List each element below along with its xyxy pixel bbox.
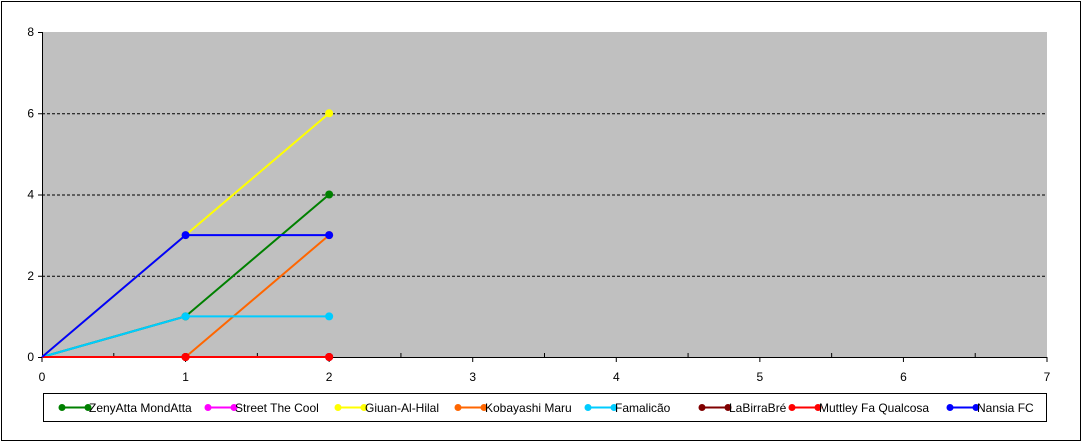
legend-marker (972, 404, 980, 411)
data-point (325, 353, 334, 361)
legend-item: Street The Cool (204, 401, 319, 415)
legend-marker (610, 404, 618, 411)
legend-item: ZenyAtta MondAtta (58, 401, 192, 415)
legend-item: Muttley Fa Qualcosa (788, 401, 929, 415)
data-point (325, 312, 334, 321)
x-tick-label: 7 (1044, 370, 1051, 384)
data-point (325, 231, 334, 240)
series-nansia-fc (41, 231, 334, 358)
legend-marker (584, 404, 592, 411)
legend-marker (84, 404, 92, 411)
legend-marker (480, 404, 488, 411)
legend-marker (698, 404, 706, 411)
x-tick-label: 3 (469, 370, 476, 384)
legend-item: Nansia FC (946, 401, 1034, 415)
x-tick-label: 2 (326, 370, 333, 384)
legend-label: Giuan-Al-Hilal (365, 401, 439, 415)
y-tick-label: 2 (27, 269, 34, 283)
x-tick-label: 1 (182, 370, 189, 384)
legend-label: Muttley Fa Qualcosa (819, 401, 929, 415)
legend-item: LaBirraBré (698, 401, 787, 415)
data-point (325, 190, 334, 199)
legend-label: Nansia FC (977, 401, 1034, 415)
legend-label: Street The Cool (235, 401, 319, 415)
data-point (325, 109, 334, 118)
legend-box (43, 393, 1047, 422)
legend-label: LaBirraBré (729, 401, 787, 415)
legend-marker (724, 404, 732, 411)
y-tick-label: 8 (27, 25, 34, 39)
y-tick-label: 4 (27, 188, 34, 202)
legend-item: Kobayashi Maru (454, 401, 572, 415)
legend-marker (454, 404, 462, 411)
legend-marker (946, 404, 954, 411)
data-point (181, 231, 190, 240)
legend-marker (334, 404, 342, 411)
y-tick-label: 0 (27, 350, 34, 364)
x-tick-label: 0 (39, 370, 46, 384)
y-tick-label: 6 (27, 106, 34, 120)
x-tick-label: 6 (900, 370, 907, 384)
legend-item: Famalicão (584, 401, 671, 415)
legend-marker (360, 404, 368, 411)
legend-item: Giuan-Al-Hilal (334, 401, 439, 415)
series-famalic-o (41, 312, 334, 358)
legend-marker (788, 404, 796, 411)
series-muttley-fa-qualcosa (42, 353, 334, 361)
legend-label: Kobayashi Maru (485, 401, 572, 415)
data-point (181, 312, 190, 321)
legend-label: ZenyAtta MondAtta (89, 401, 192, 415)
legend-marker (204, 404, 212, 411)
data-point (181, 353, 190, 361)
x-tick-label: 5 (757, 370, 764, 384)
legend-label: Famalicão (615, 401, 671, 415)
legend-marker (814, 404, 822, 411)
legend-marker (230, 404, 238, 411)
legend-marker (58, 404, 66, 411)
x-tick-label: 4 (613, 370, 620, 384)
